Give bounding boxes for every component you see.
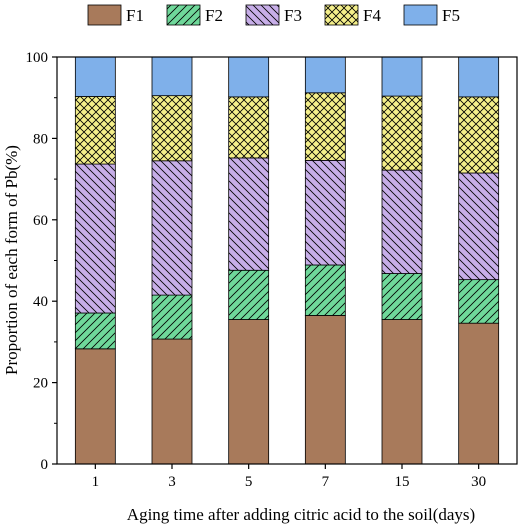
bar-segment-f4-15 — [381, 95, 423, 171]
legend-item-f5: F5 — [403, 4, 460, 26]
bar-segment-f1-7 — [304, 315, 346, 465]
legend-item-f4: F4 — [324, 4, 381, 26]
bar-segment-f3-5 — [228, 157, 270, 271]
plot-frame — [56, 56, 518, 465]
bar-segment-f2-15 — [381, 273, 423, 320]
y-axis-title: Proportion of each form of Pb(%) — [2, 145, 21, 375]
bar-segment-f4-5 — [228, 96, 270, 159]
legend-label: F5 — [442, 6, 460, 25]
x-tick-label: 1 — [92, 474, 100, 490]
bar-segment-f4-7 — [304, 92, 346, 161]
bar-segment-f2-1 — [74, 312, 116, 350]
bar-segment-f5-1 — [74, 56, 116, 97]
y-tick-label: 100 — [26, 50, 49, 66]
x-tick-label: 15 — [395, 474, 410, 490]
bar-segment-f5-30 — [458, 56, 500, 98]
legend-label: F2 — [205, 6, 223, 25]
bar-segment-f2-30 — [458, 279, 500, 324]
x-tick-label: 7 — [322, 474, 330, 490]
bar-segment-f5-7 — [304, 56, 346, 94]
bar-segment-f2-3 — [151, 294, 193, 340]
bar-segment-f1-15 — [381, 319, 423, 465]
bar-segment-f1-3 — [151, 338, 193, 465]
bar-segment-f4-30 — [458, 96, 500, 174]
bar-segment-f1-5 — [228, 319, 270, 465]
y-tick-label: 80 — [33, 131, 48, 147]
bar-segment-f3-15 — [381, 169, 423, 274]
bar-segment-f5-3 — [151, 56, 193, 97]
bar-segment-f5-15 — [381, 56, 423, 97]
bar-segment-f3-7 — [304, 159, 346, 266]
legend: F1 F2 F3 F4 F5 — [87, 4, 460, 26]
axes: 0 20 40 60 80 100 1 3 5 7 15 30 — [26, 50, 518, 490]
y-tick-label: 60 — [33, 213, 48, 229]
legend-item-f1: F1 — [87, 4, 144, 26]
y-tick-label: 20 — [33, 376, 48, 392]
y-tick-label: 0 — [41, 457, 49, 473]
x-tick-label: 30 — [471, 474, 486, 490]
legend-item-f3: F3 — [245, 4, 302, 26]
x-tick-label: 3 — [168, 474, 176, 490]
bar-segment-f3-30 — [458, 172, 500, 281]
bar-segment-f4-3 — [151, 95, 193, 162]
bar-segment-f3-3 — [151, 160, 193, 296]
legend-label: F1 — [126, 6, 144, 25]
legend-item-f2: F2 — [166, 4, 223, 26]
bar-segment-f2-5 — [228, 269, 270, 320]
legend-label: F4 — [363, 6, 381, 25]
x-tick-label: 5 — [245, 474, 253, 490]
bar-segment-f1-30 — [458, 322, 500, 465]
y-tick-label: 40 — [33, 294, 48, 310]
bar-segment-f2-7 — [304, 264, 346, 316]
x-axis-title: Aging time after adding citric acid to t… — [127, 505, 475, 524]
bar-segment-f1-1 — [74, 348, 116, 465]
bar-segment-f5-5 — [228, 56, 270, 98]
bar-segment-f4-1 — [74, 96, 116, 165]
bars — [74, 56, 500, 465]
legend-label: F3 — [284, 6, 302, 25]
bar-segment-f3-1 — [74, 163, 116, 314]
